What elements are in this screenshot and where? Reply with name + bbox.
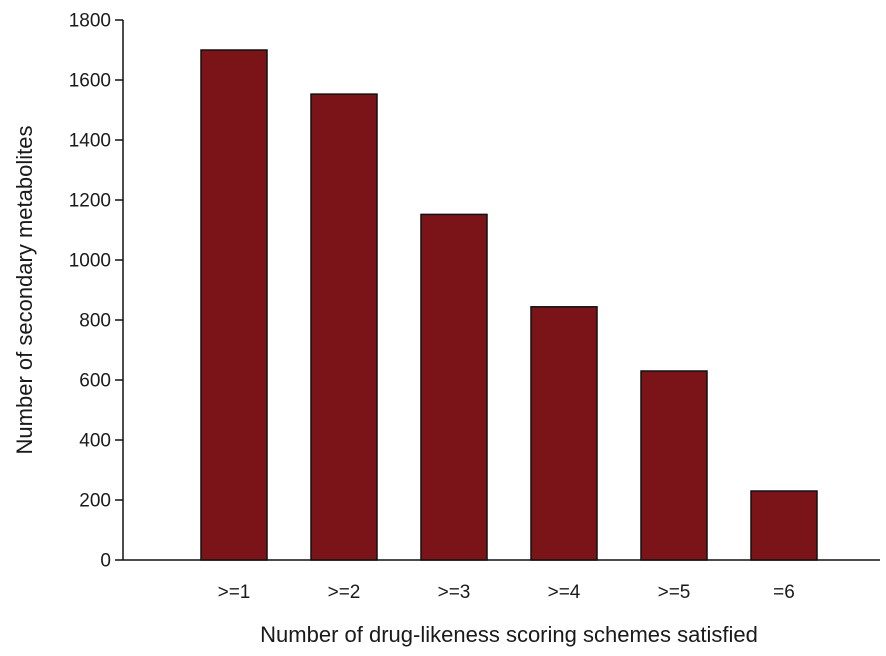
y-tick-label: 1200 (69, 191, 111, 212)
bar (310, 93, 378, 561)
bar (420, 213, 488, 561)
x-tick-label: >=5 (658, 582, 691, 603)
bars (200, 49, 818, 561)
x-tick-label: =6 (773, 582, 795, 603)
bar (530, 306, 598, 561)
y-tick-label: 0 (100, 551, 111, 572)
y-tick-label: 1800 (69, 11, 111, 32)
y-tick-label: 600 (79, 371, 111, 392)
y-tick-label: 1000 (69, 251, 111, 272)
y-tick-label: 1600 (69, 71, 111, 92)
bar (640, 370, 708, 561)
y-tick-label: 800 (79, 311, 111, 332)
y-axis-title: Number of secondary metabolites (12, 126, 37, 455)
x-tick-label: >=2 (328, 582, 361, 603)
x-tick-label: >=1 (218, 582, 251, 603)
x-tick-label: >=4 (548, 582, 581, 603)
x-tick-label: >=3 (438, 582, 471, 603)
x-axis-title: Number of drug-likeness scoring schemes … (260, 622, 758, 647)
y-tick-label: 1400 (69, 131, 111, 152)
y-tick-label: 200 (79, 491, 111, 512)
tick-labels: 0 200 400 600 800 1000 1200 1400 1600 1800 >=1 >=2 >… (69, 11, 795, 604)
bar (200, 49, 268, 561)
bar (750, 490, 818, 561)
y-tick-label: 400 (79, 431, 111, 452)
